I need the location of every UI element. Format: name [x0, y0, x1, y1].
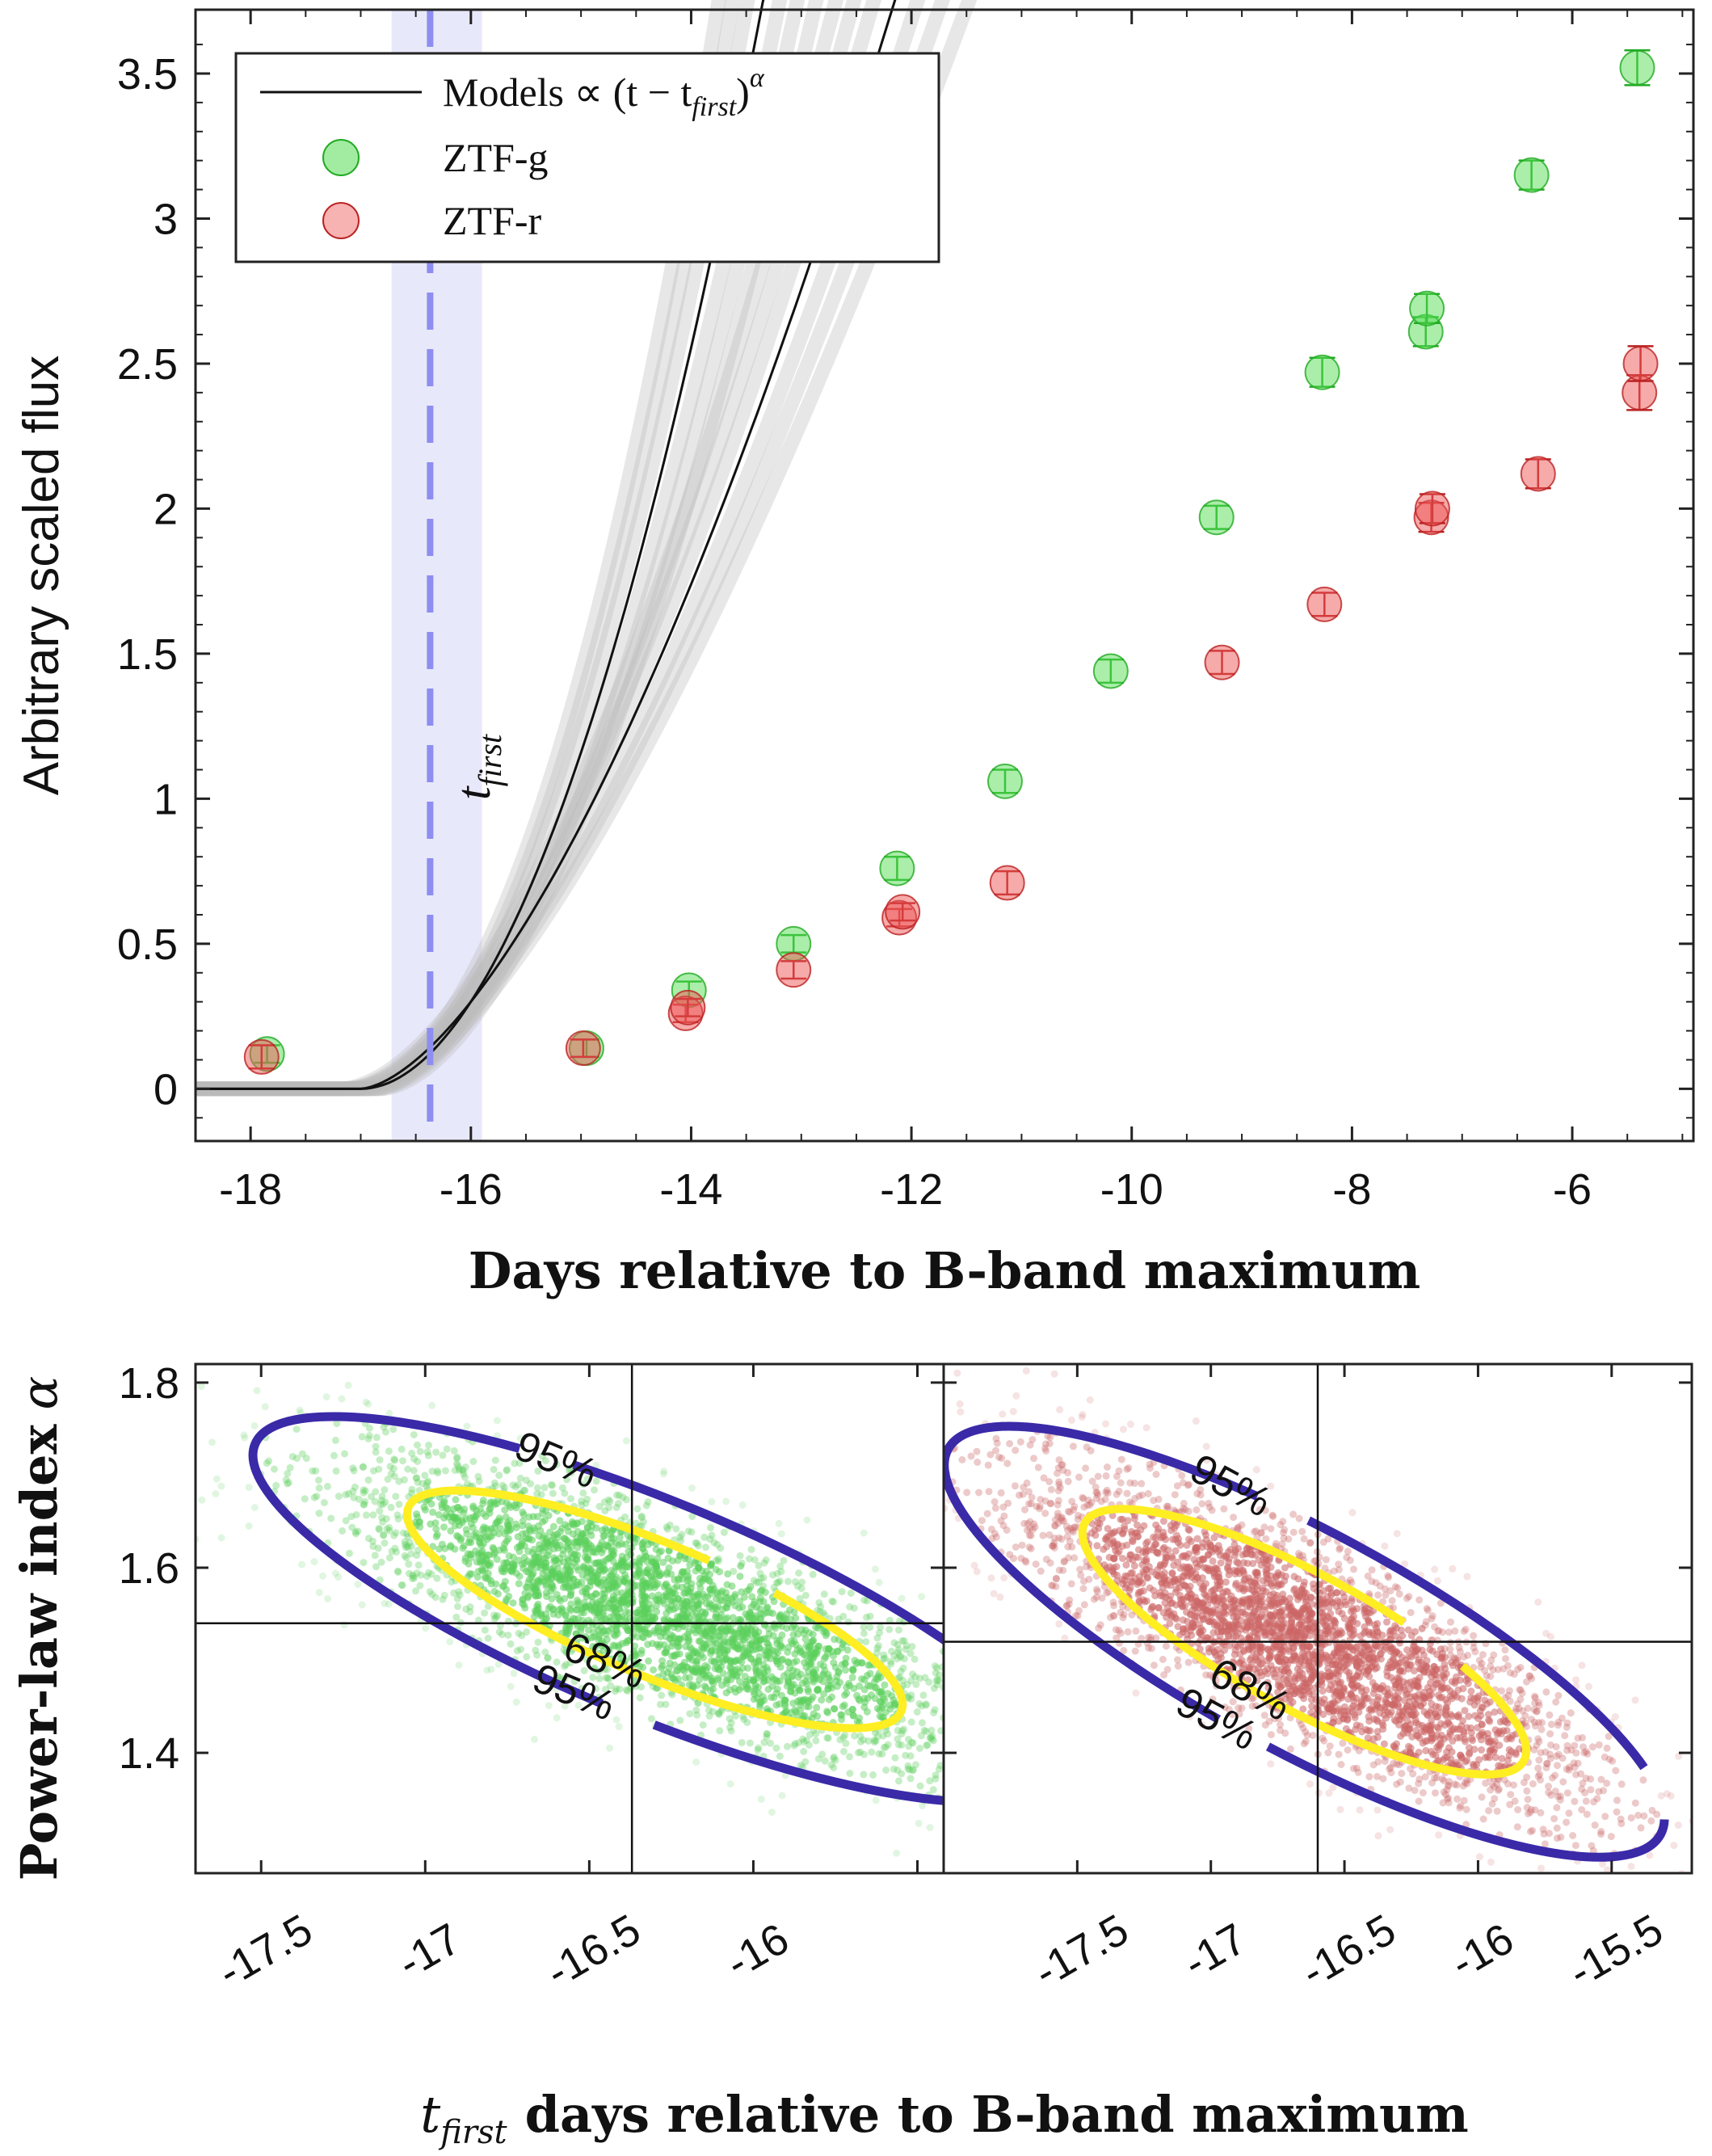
legend-ztf-g-marker [322, 139, 360, 176]
y-tick-label: 1.6 [119, 1544, 179, 1593]
data-point-ztf-r [1306, 586, 1343, 622]
x-tick-label: -17 [1176, 1914, 1255, 1988]
x-tick-label: -6 [1553, 1165, 1592, 1214]
y-tick-label: 1.4 [119, 1729, 179, 1778]
data-point-ztf-r [1520, 456, 1556, 492]
x-tick-label: -16 [1443, 1914, 1522, 1988]
ztf-r-posterior-panel: 95%68%95%-17.5 -17 -16.5 -16 -15.5 [942, 1362, 1693, 1998]
y-tick-label: 3 [154, 195, 178, 243]
model-uncertainty-band [196, 0, 727, 1097]
data-point-ztf-r [670, 989, 706, 1025]
model-curve-ztf-g [196, 0, 765, 1090]
y-tick-label: 1 [154, 775, 178, 823]
data-point-ztf-g [1409, 290, 1445, 326]
contour-95 [248, 1412, 944, 1807]
x-tick-label: -15.5 [1560, 1905, 1671, 1998]
ztf-g-posterior-panel: 95%68%95%-17.5 -17 -16.5 -161.41.61.8 [119, 1359, 945, 1998]
posterior-frame [942, 1362, 1693, 1875]
x-tick-label: -18 [219, 1165, 282, 1214]
data-point-ztf-r [243, 1038, 280, 1075]
posterior-panels: 95%68%95%-17.5 -17 -16.5 -161.41.61.8 95%68… [10, 1359, 1693, 2151]
legend-ztf-r-marker [322, 202, 360, 239]
x-tick-label: -8 [1332, 1165, 1371, 1214]
data-point-ztf-g [1092, 653, 1129, 689]
top-y-axis-title: Arbitrary scaled flux [14, 356, 69, 795]
t-first-annotation: tfirst [447, 734, 508, 800]
contour-68 [1078, 1505, 1531, 1779]
posterior-samples [944, 1366, 1692, 1873]
model-uncertainty-band [196, 0, 741, 1097]
data-point-ztf-r [885, 894, 921, 930]
legend-model-label: Models ∝ (t − tfirst)α [443, 63, 765, 122]
legend-ztf-r-label: ZTF-r [443, 198, 542, 243]
data-point-ztf-g [1198, 499, 1235, 536]
x-tick-label: -12 [880, 1165, 943, 1214]
model-uncertainty-band [196, 0, 806, 1097]
top-x-axis-title: Days relative to B-band maximum [469, 1241, 1421, 1300]
x-tick-label: -16.5 [1293, 1905, 1404, 1998]
contour-95 [944, 1421, 1669, 1862]
bottom-x-axis-title: tfirst days relative to B-band maximum [420, 2085, 1468, 2151]
data-point-ztf-r [989, 865, 1025, 901]
data-point-ztf-r [776, 952, 812, 988]
y-tick-label: 2.5 [117, 340, 178, 389]
x-tick-label: -17.5 [210, 1905, 321, 1998]
x-tick-label: -17 [390, 1914, 469, 1988]
x-tick-label: -16.5 [538, 1905, 649, 1998]
y-tick-label: 1.5 [117, 630, 178, 679]
model-uncertainty-band [196, 0, 824, 1097]
model-uncertainty-band [196, 0, 950, 1097]
data-point-ztf-g [1513, 157, 1550, 193]
top-plot-frame [194, 8, 1695, 1143]
data-point-ztf-r [1622, 345, 1659, 382]
data-point-ztf-r [1204, 644, 1240, 680]
x-tick-label: -17.5 [1026, 1905, 1137, 1998]
x-tick-label: -16 [718, 1914, 797, 1988]
model-curve-ztf-r [196, 0, 897, 1090]
legend-ztf-g-label: ZTF-g [443, 135, 549, 180]
model-uncertainty-band [196, 0, 882, 1097]
light-curve-panel: -18 -16 -14 -12 -10 -8 -6 0 0.5 1 1.5 2 2.5 3 3.5 tfir… [14, 0, 1695, 1300]
data-point-ztf-g [1304, 354, 1340, 390]
y-tick-label: 3.5 [117, 50, 178, 99]
legend: Models ∝ (t − tfirst)α ZTF-g ZTF-r [234, 52, 940, 263]
data-point-ztf-g [879, 850, 915, 886]
model-uncertainty-band [196, 0, 843, 1097]
y-tick-label: 0 [154, 1065, 178, 1114]
svg-text:tfirst: tfirst [447, 734, 508, 800]
data-point-ztf-g [1619, 49, 1655, 86]
x-tick-label: -10 [1100, 1165, 1163, 1214]
y-tick-label: 0.5 [117, 920, 178, 969]
model-uncertainty-band [196, 0, 978, 1097]
y-tick-label: 2 [154, 485, 178, 533]
data-point-ztf-g [986, 763, 1023, 799]
posterior-samples [196, 1381, 944, 1857]
model-uncertainty-band [196, 0, 862, 1097]
data-point-ztf-r [565, 1030, 601, 1067]
contour-68 [402, 1486, 907, 1733]
bottom-y-axis-title: Power-law indexα [10, 1376, 69, 1880]
x-tick-label: -14 [659, 1165, 722, 1214]
x-tick-label: -16 [440, 1165, 503, 1214]
y-tick-label: 1.8 [119, 1359, 179, 1408]
model-uncertainty-band [196, 0, 788, 1097]
data-point-ztf-r [1414, 491, 1450, 527]
